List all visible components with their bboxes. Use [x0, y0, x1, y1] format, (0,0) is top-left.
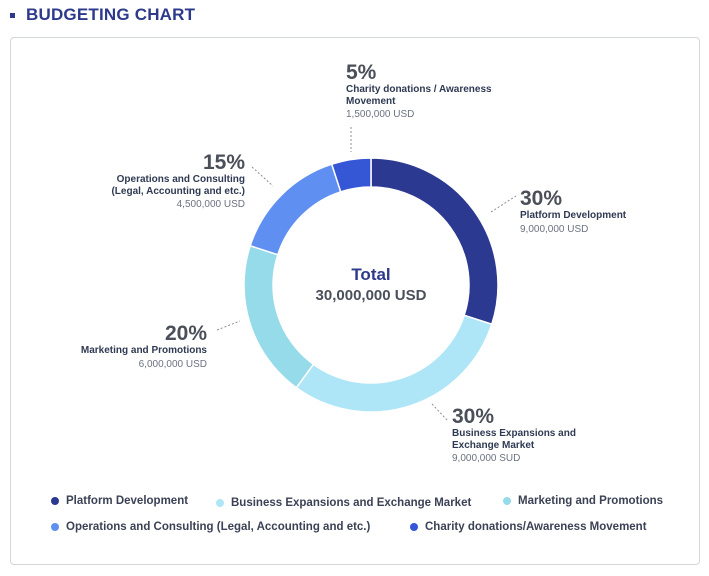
donut-slice-business-expansions: [295, 314, 493, 413]
legend-item-charity: Charity donations/Awareness Movement: [410, 521, 647, 533]
legend-label: Platform Development: [66, 495, 189, 507]
legend-label: Business Expansions and Exchange Market: [231, 497, 472, 509]
center-total: Total 30,000,000 USD: [271, 264, 471, 306]
slice-amount: 1,500,000 USD: [346, 109, 415, 120]
legend-dot-icon: [51, 497, 59, 505]
legend-label: Charity donations/Awareness Movement: [425, 521, 647, 533]
slice-name: Business Expansions and: [452, 428, 576, 439]
legend-label: Marketing and Promotions: [518, 495, 664, 507]
slice-percent: 5%: [346, 61, 377, 84]
slice-amount: 4,500,000 USD: [176, 199, 245, 210]
slice-label-charity: 5% Charity donations / Awareness Movemen…: [346, 62, 492, 121]
slice-percent: 30%: [452, 405, 495, 428]
donut-slice-charity: [330, 157, 372, 193]
legend-item-business-expansions: Business Expansions and Exchange Market: [216, 497, 471, 509]
slice-name: Platform Development: [520, 210, 627, 221]
legend-dot-icon: [216, 499, 224, 507]
slice-name: Operations and Consulting: [116, 174, 245, 185]
leader-line-business-expansions: [431, 403, 448, 421]
page-title: BUDGETING CHART: [26, 5, 196, 24]
slice-name: Charity donations / Awareness: [346, 84, 492, 95]
leader-line-operations: [251, 166, 274, 187]
chart-card: [10, 37, 700, 565]
slice-amount: 6,000,000 USD: [138, 358, 207, 370]
leader-line-marketing: [216, 320, 241, 331]
leader-line-platform-development: [490, 195, 517, 213]
legend-dot-icon: [503, 497, 511, 505]
legend-label: Operations and Consulting (Legal, Accoun…: [66, 521, 371, 533]
total-value: 30,000,000 USD: [315, 287, 427, 304]
slice-label-platform-development: 30% Platform Development 9,000,000 USD: [520, 188, 626, 236]
total-label: Total: [351, 265, 391, 284]
slice-amount: 9,000,000 SUD: [452, 453, 521, 464]
page-header: BUDGETING CHART: [10, 5, 195, 25]
slice-amount: 9,000,000 USD: [520, 223, 589, 235]
legend-dot-icon: [51, 523, 59, 531]
slice-name: Movement: [346, 95, 396, 107]
legend-item-platform-development: Platform Development: [51, 495, 188, 507]
slice-name: (Legal, Accounting and etc.): [111, 185, 245, 197]
slice-percent: 15%: [202, 151, 245, 174]
slice-label-business-expansions: 30% Business Expansions and Exchange Mar…: [452, 406, 576, 465]
legend-item-operations: Operations and Consulting (Legal, Accoun…: [51, 521, 370, 533]
slice-percent: 30%: [520, 187, 563, 210]
slice-label-marketing: 20% Marketing and Promotions 6,000,000 U…: [40, 323, 207, 371]
legend-item-marketing: Marketing and Promotions: [503, 495, 663, 507]
header-bullet-icon: [10, 12, 15, 18]
donut-slice-operations: [249, 163, 342, 256]
legend-dot-icon: [410, 523, 418, 531]
slice-name: Exchange Market: [452, 439, 535, 451]
slice-name: Marketing and Promotions: [80, 345, 207, 356]
slice-percent: 20%: [164, 322, 207, 345]
slice-label-operations: 15% Operations and Consulting (Legal, Ac…: [70, 152, 245, 211]
